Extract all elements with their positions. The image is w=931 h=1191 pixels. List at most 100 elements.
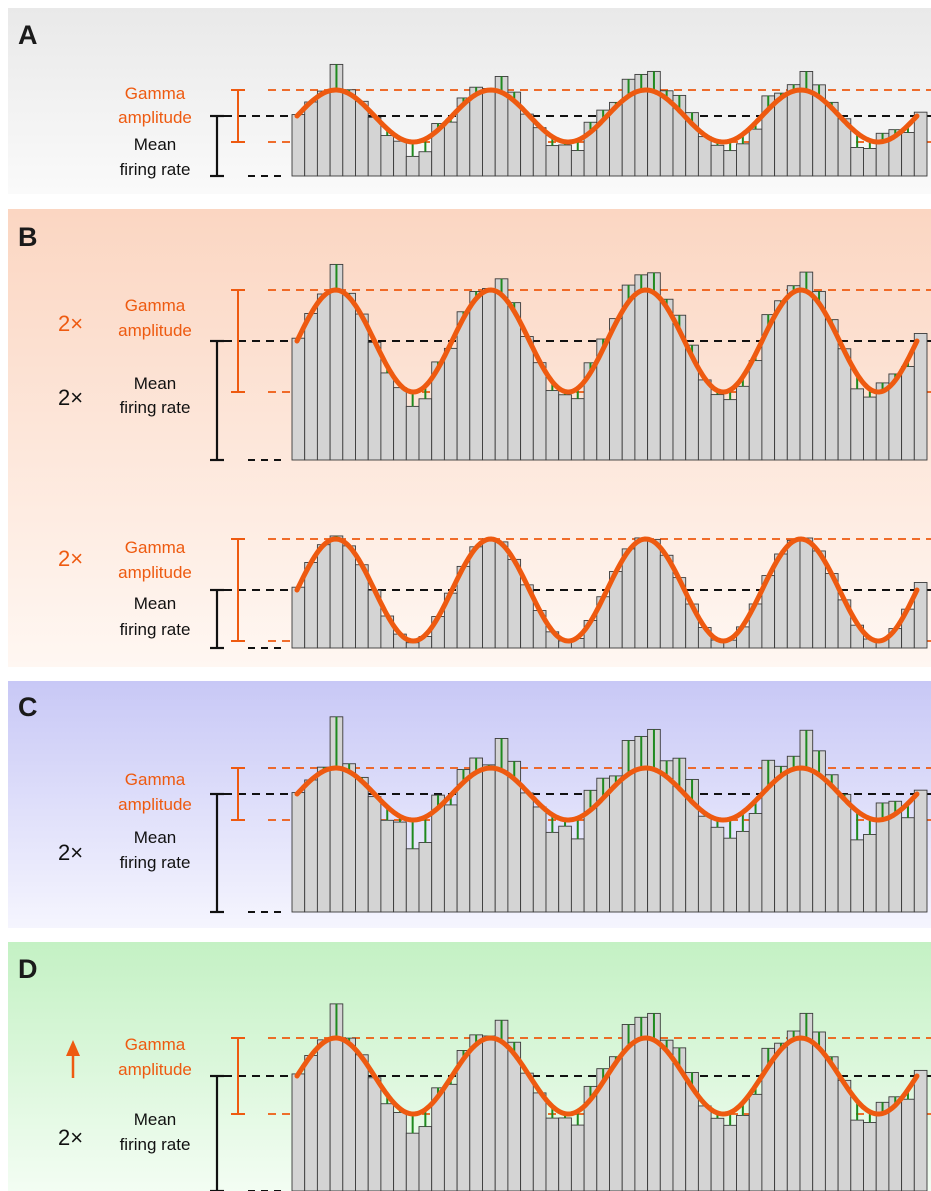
histogram-bar [291, 1073, 306, 1191]
gamma-label-b2-2: amplitude [118, 563, 192, 582]
histogram-bar [647, 272, 661, 461]
mean-label-a-2: firing rate [120, 160, 191, 179]
histogram-bar [342, 545, 356, 649]
histogram-bar [723, 150, 737, 177]
histogram-bar [316, 1039, 331, 1191]
histogram-bar [570, 398, 585, 461]
histogram-bar [367, 116, 382, 177]
histogram-bar [697, 136, 712, 177]
gamma-multiplier-b2: 2× [58, 546, 83, 571]
histogram-bar [380, 819, 395, 913]
histogram-bar [913, 1069, 928, 1191]
histogram-bar [913, 333, 928, 461]
histogram-bar [367, 1077, 382, 1191]
histogram-bar [418, 151, 433, 177]
histogram-bar [824, 1056, 839, 1191]
histogram-bar [545, 145, 560, 177]
panel-letter-c: C [18, 692, 38, 722]
histogram-bar [482, 288, 496, 461]
histogram-bar [736, 1114, 750, 1191]
histogram-bar [393, 140, 407, 177]
histogram-bar [850, 147, 864, 177]
histogram-panel-b-top [210, 263, 931, 462]
histogram-bar [786, 539, 801, 649]
histogram-bar [405, 848, 420, 913]
histogram-bar [507, 1041, 522, 1191]
histogram-bar [710, 1117, 725, 1191]
gamma-oscillation-curve [294, 1035, 920, 1117]
histogram-bar [786, 84, 801, 177]
histogram-bar [634, 537, 649, 649]
histogram-bar [710, 144, 725, 177]
histogram-bar [380, 1103, 395, 1191]
histogram-bar [786, 285, 801, 461]
histogram-bar [736, 385, 750, 461]
histogram-bar [291, 792, 306, 913]
histogram-bar [494, 278, 509, 461]
histogram-bar [520, 336, 534, 461]
histogram-bar [799, 537, 814, 649]
histogram-bar [355, 776, 369, 913]
histogram-bar [469, 757, 483, 913]
histogram-bar [482, 88, 496, 177]
histogram-bar [913, 789, 928, 913]
histogram-bar [786, 755, 801, 913]
gamma-label-b2-1: Gamma [125, 538, 186, 557]
histogram-bar [570, 1124, 585, 1191]
histogram-bar [659, 1039, 674, 1191]
mean-label-d-2: firing rate [120, 1135, 191, 1154]
mean-multiplier-b1: 2× [58, 385, 83, 410]
histogram-bar [774, 553, 788, 649]
histogram-bar [901, 132, 915, 177]
histogram-bar [723, 837, 737, 913]
gamma-oscillation-curve [294, 536, 920, 644]
histogram-bar [342, 1037, 356, 1191]
histogram-bar [723, 1124, 737, 1191]
histogram-bar [291, 586, 306, 649]
histogram-bar [443, 347, 458, 461]
histogram-bar [304, 1055, 318, 1191]
histogram-bar [456, 769, 471, 913]
histogram-bar [532, 362, 547, 461]
histogram-bar [558, 394, 572, 461]
histogram-bar [545, 390, 560, 461]
histogram-bar [850, 1119, 864, 1191]
panel-letter-d: D [18, 954, 38, 984]
mean-label-b1-1: Mean [134, 374, 177, 393]
histogram-bar [710, 394, 725, 461]
histogram-bar [418, 842, 433, 913]
histogram-bar [659, 554, 674, 649]
histogram-bar [913, 111, 928, 177]
histogram-bar [545, 831, 560, 913]
mean-label-b2-1: Mean [134, 594, 177, 613]
histogram-bar [520, 1072, 534, 1191]
histogram-bar [901, 1098, 915, 1191]
up-arrow-icon [66, 1040, 80, 1078]
histogram-bar [316, 90, 331, 177]
histogram-bar [355, 1054, 369, 1191]
gamma-oscillation-curve [294, 87, 920, 145]
histogram-bar [507, 302, 522, 461]
histogram-bar [367, 341, 382, 461]
gamma-label-d-1: Gamma [125, 1035, 186, 1054]
histogram-bar [329, 535, 344, 649]
histogram-bar [443, 804, 458, 913]
histogram-bar [748, 360, 763, 461]
histogram-bar [355, 100, 369, 177]
histogram-bar [570, 150, 585, 177]
histogram-bar [774, 1042, 788, 1191]
histogram-bar [482, 538, 496, 649]
histogram-bar [393, 821, 407, 913]
histogram-bar [405, 1132, 420, 1191]
histogram-bar [799, 271, 814, 461]
histogram-bar [774, 765, 788, 913]
histogram-bar [418, 398, 433, 461]
panel-letter-b: B [18, 222, 38, 252]
histogram-bar [469, 86, 483, 177]
histogram-bar [456, 311, 471, 461]
histogram-bar [812, 550, 826, 649]
histogram-bar [291, 337, 306, 461]
histogram-bar [342, 763, 356, 913]
histogram-bar [532, 806, 547, 913]
